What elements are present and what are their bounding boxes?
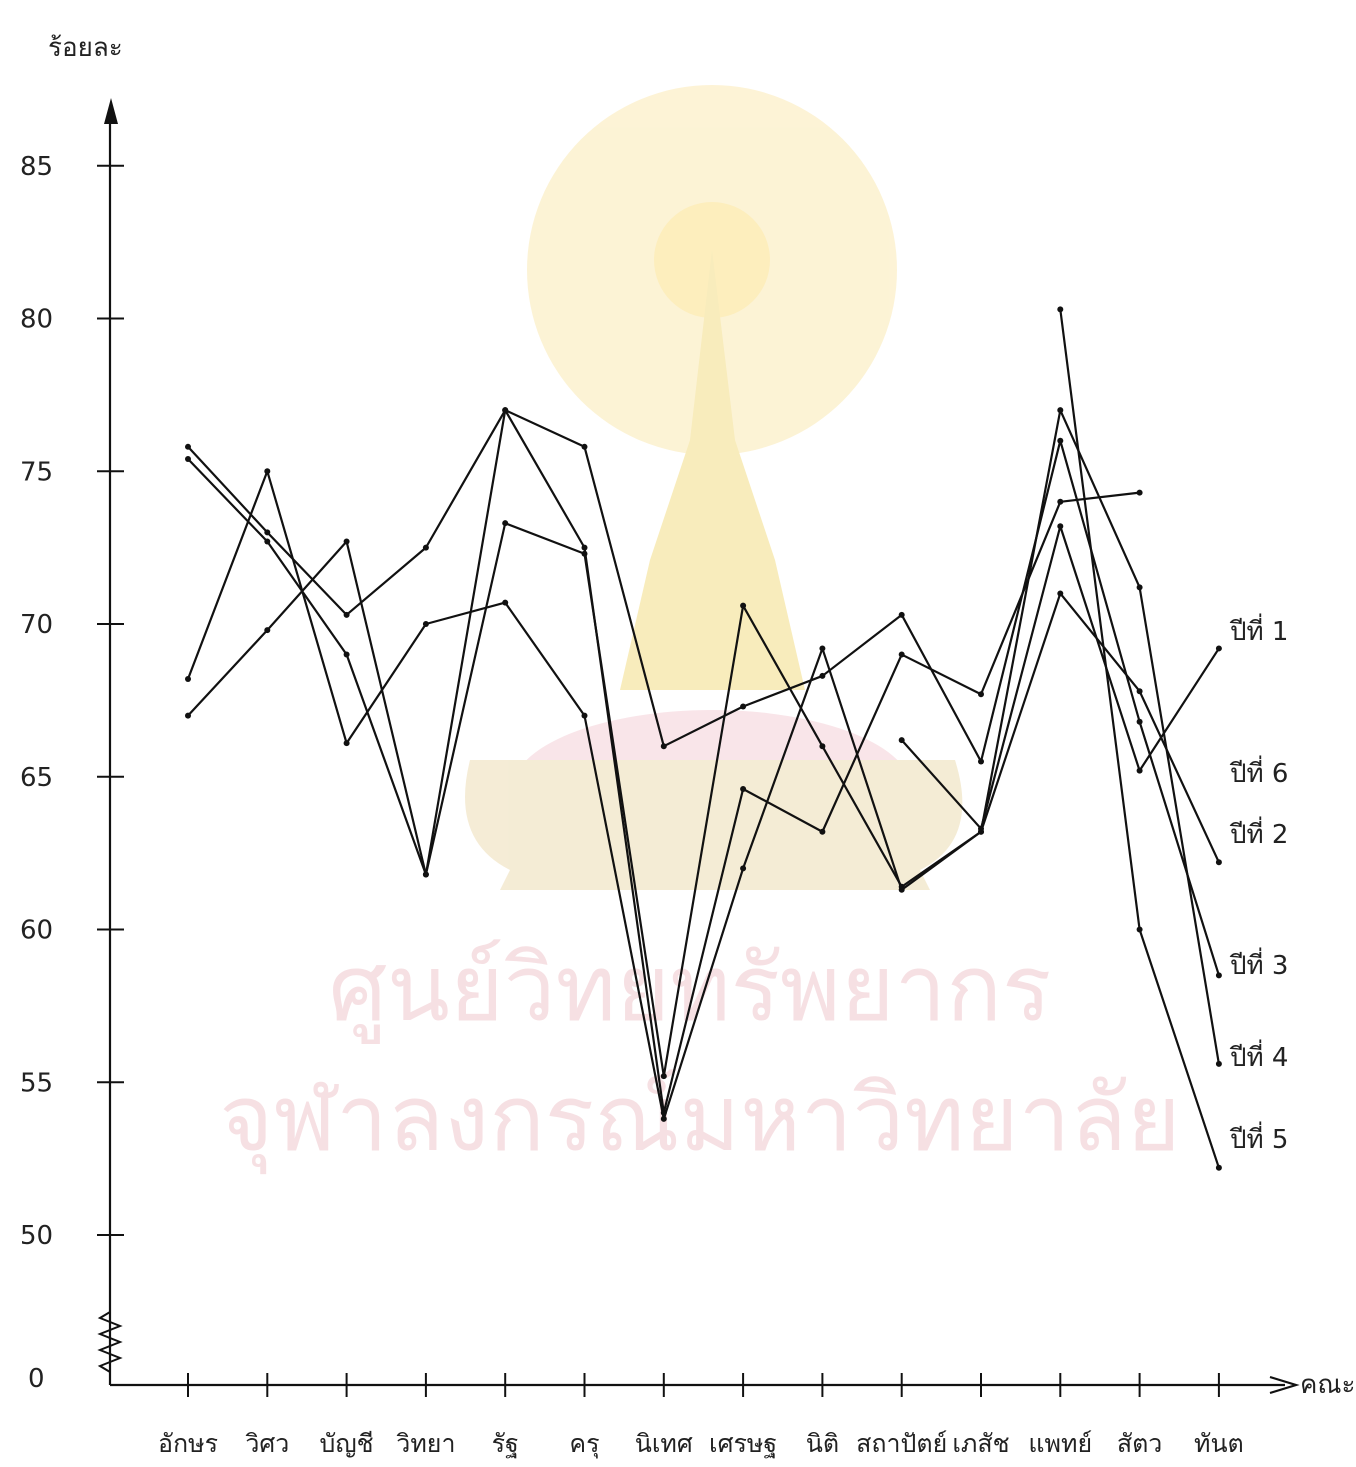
series-labels: ปีที่ 1 ปีที่ 6 ปีที่ 2 ปีที่ 3 ปีที่ 4 ปีที่… — [1229, 613, 1288, 1155]
series-end-label: ปีที่ 2 — [1229, 816, 1288, 850]
x-tick-label: สัตว — [1117, 1429, 1163, 1458]
x-tick-label: แพทย์ — [1028, 1429, 1092, 1458]
y-axis-arrow — [104, 98, 118, 124]
y-tick-label: 75 — [20, 457, 53, 487]
y-tick-label: 70 — [20, 610, 53, 640]
series-lines — [185, 306, 1222, 1171]
watermark-line-1: ศูนย์วิทยทรัพยากร — [329, 935, 1052, 1044]
watermark-line-2: จุฬาลงกรณ์มหาวิทยาลัย — [219, 1065, 1180, 1175]
x-tick-label: อักษร — [158, 1429, 218, 1458]
phra-kiao-emblem-icon — [465, 85, 963, 890]
x-tick-label: รัฐ — [492, 1429, 519, 1458]
series-line — [187, 409, 1220, 976]
y-tick-label: 50 — [20, 1221, 53, 1251]
university-watermark: ศูนย์วิทยทรัพยากร จุฬาลงกรณ์มหาวิทยาลัย — [219, 85, 1181, 1175]
y-tick-label: 0 — [28, 1364, 45, 1394]
x-tick-label: บัญชี — [320, 1429, 374, 1458]
y-ticks: 0 50 55 60 65 70 75 80 85 — [20, 152, 124, 1394]
y-axis-break — [97, 1311, 123, 1373]
y-tick-label: 80 — [20, 305, 53, 335]
series-line — [1059, 309, 1220, 1169]
series-line — [900, 525, 1220, 830]
x-tick-label: วิทยา — [396, 1429, 455, 1458]
series-end-label: ปีที่ 1 — [1229, 613, 1288, 647]
x-tick-label: นิติ — [806, 1429, 839, 1458]
series-end-label: ปีที่ 4 — [1229, 1039, 1288, 1073]
y-tick-label: 55 — [20, 1068, 53, 1098]
series-line — [187, 522, 1220, 1078]
x-tick-label: ครุ — [569, 1429, 599, 1459]
series-3 — [185, 407, 1222, 979]
series-line — [186, 409, 1220, 1121]
series-end-label: ปีที่ 6 — [1229, 755, 1288, 789]
series-5 — [1057, 306, 1222, 1171]
series-end-label: ปีที่ 5 — [1229, 1121, 1288, 1155]
x-axis-title: คณะ — [1300, 1370, 1355, 1400]
x-tick-label: สถาปัตย์ — [856, 1429, 947, 1458]
y-tick-label: 60 — [20, 916, 53, 946]
x-tick-label: นิเทศ — [635, 1429, 693, 1458]
series-6 — [898, 523, 1222, 832]
series-end-label: ปีที่ 3 — [1229, 947, 1288, 981]
y-tick-label: 85 — [20, 152, 53, 182]
y-axis-title: ร้อยละ — [48, 33, 123, 63]
y-tick-label: 65 — [20, 763, 53, 793]
axes: ร้อยละ คณะ — [48, 33, 1355, 1400]
x-tick-label: ทันต — [1194, 1429, 1244, 1458]
series-line — [187, 409, 1140, 1114]
series-4 — [185, 407, 1222, 1122]
x-tick-label: เภสัช — [952, 1429, 1009, 1458]
x-axis-arrow — [1269, 1375, 1300, 1395]
x-ticks: อักษร วิศว บัญชี วิทยา รัฐ ครุ นิเทศ เศรษฐ นิติ ส… — [158, 1373, 1244, 1459]
x-tick-label: เศรษฐ — [709, 1429, 777, 1458]
x-tick-label: วิศว — [245, 1429, 289, 1458]
